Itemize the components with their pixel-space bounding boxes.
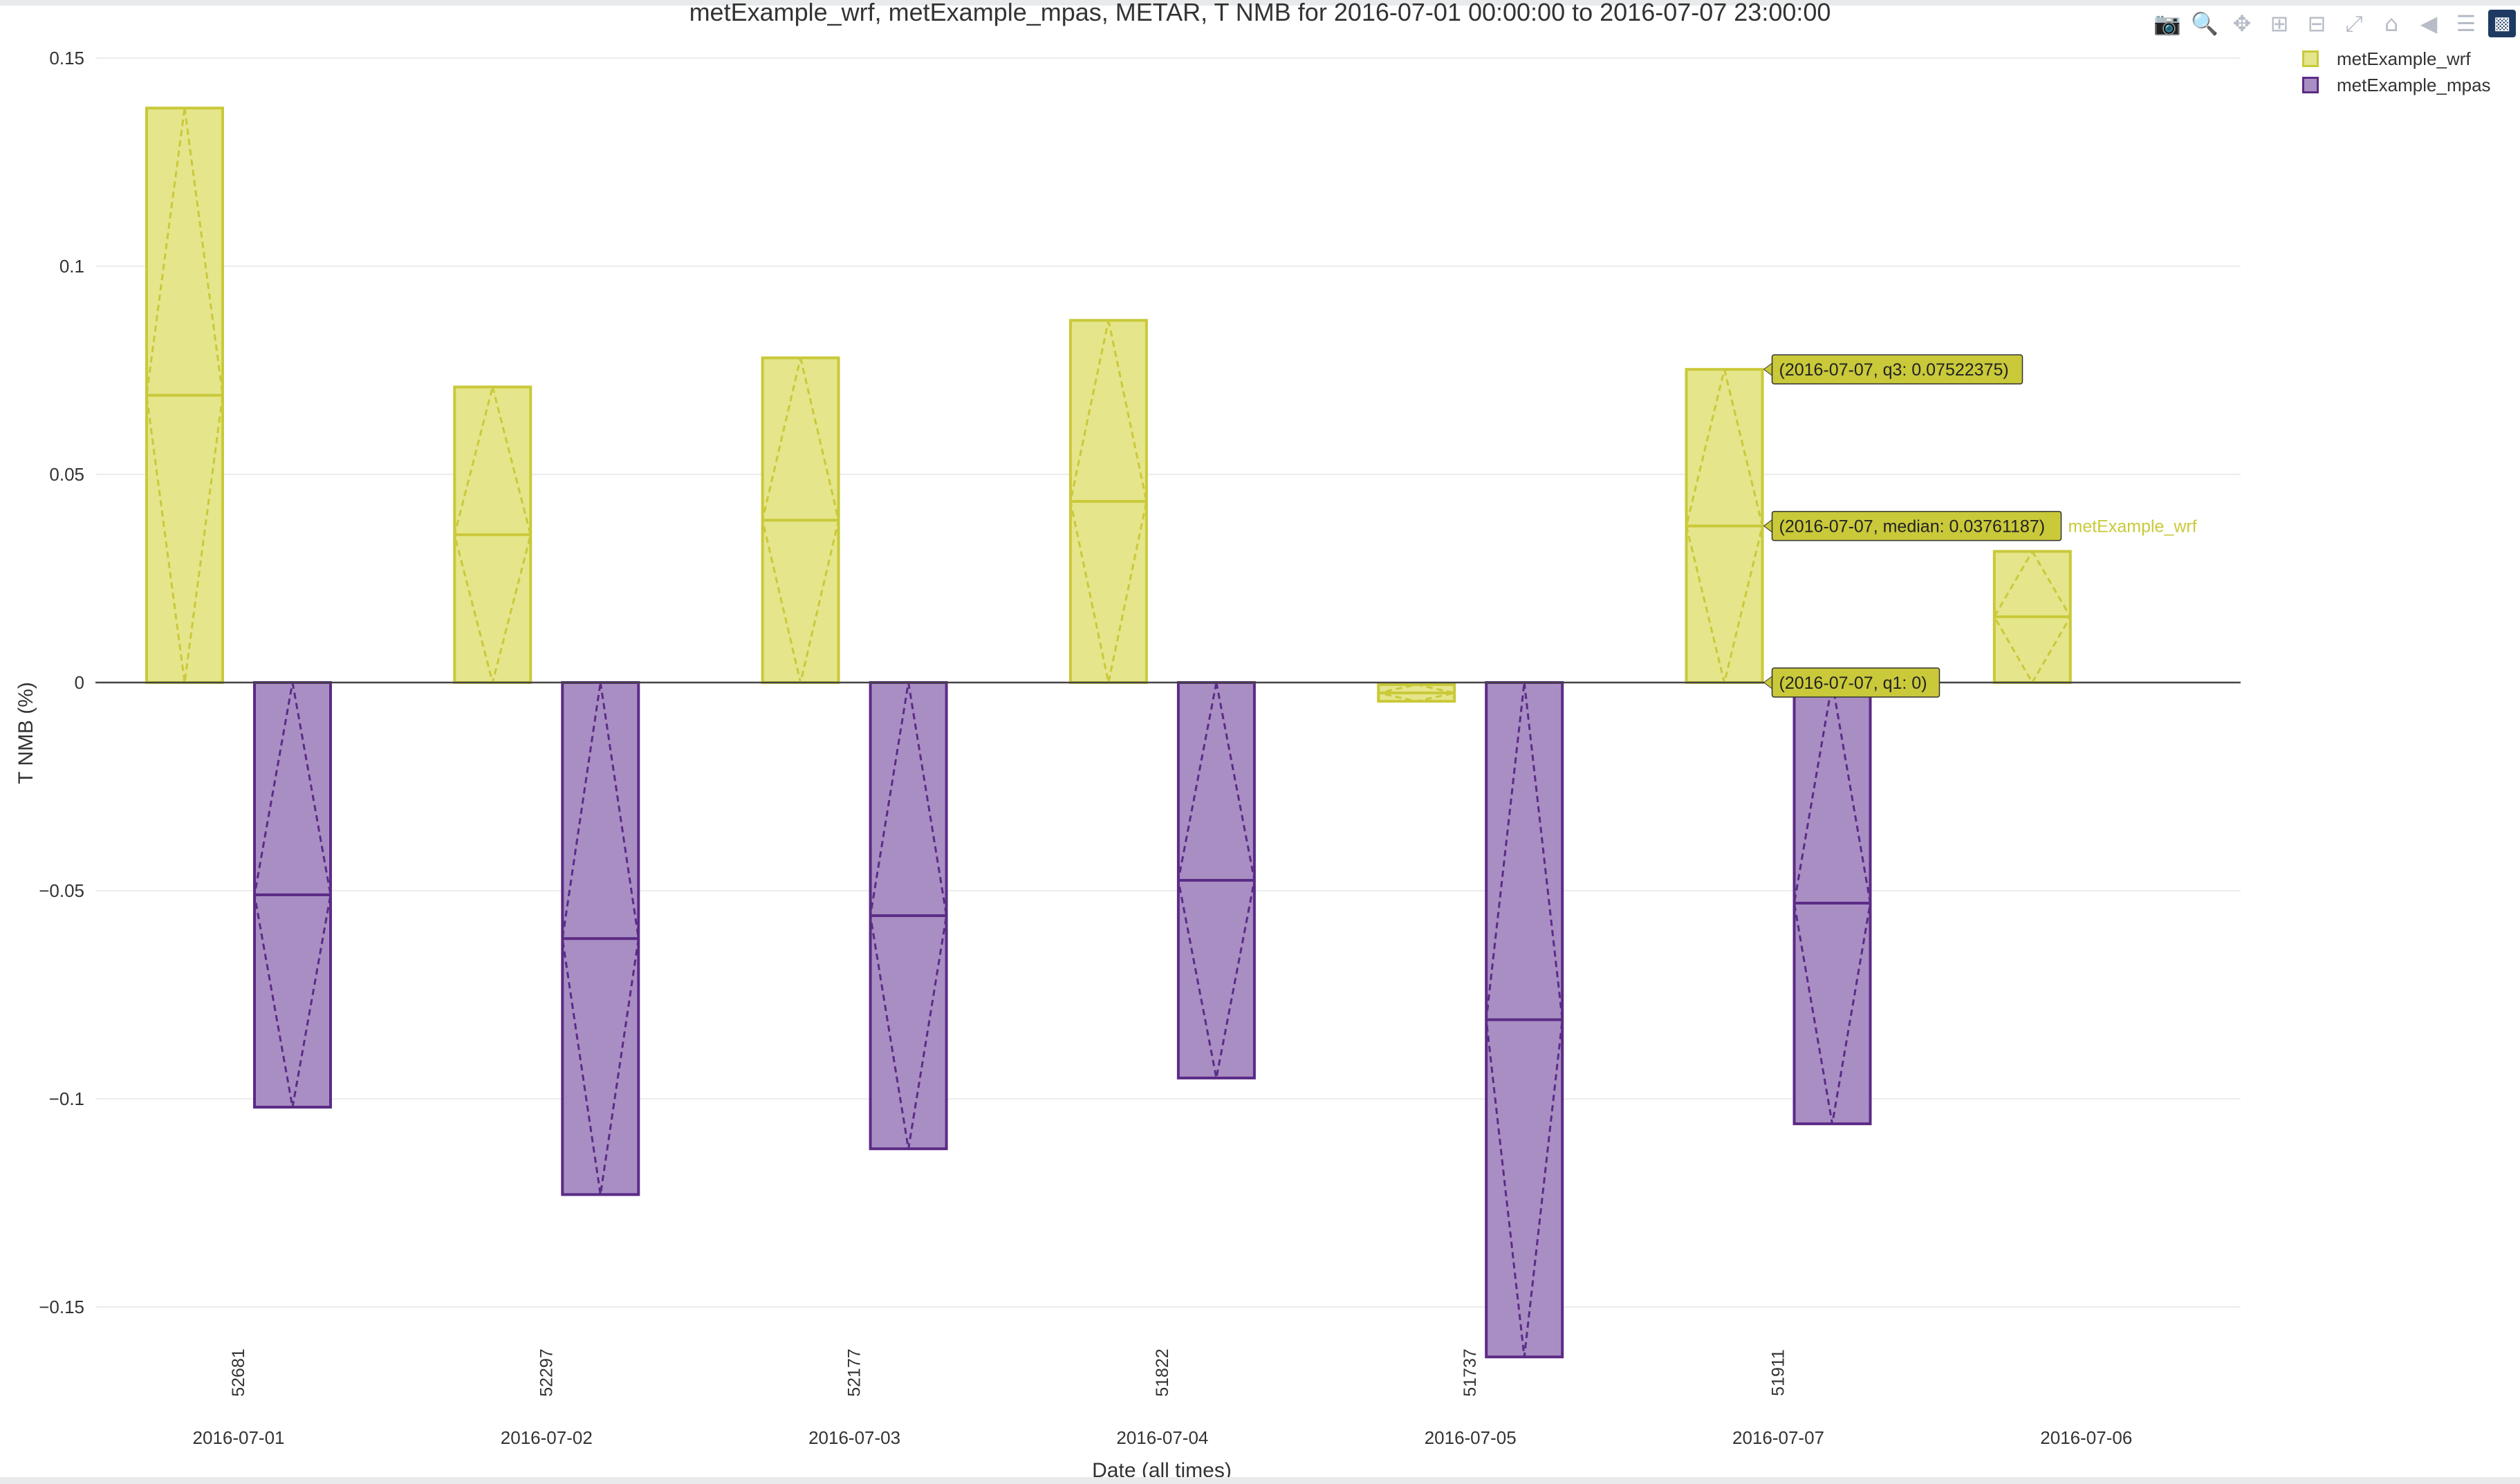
x-tick-label: 2016-07-05 bbox=[1425, 1427, 1517, 1448]
box-mpas[interactable] bbox=[1176, 681, 1256, 1079]
x-tick-label: 2016-07-03 bbox=[808, 1427, 900, 1448]
hover-label: (2016-07-07, q3: 0.07522375) bbox=[1763, 354, 2023, 384]
y-tick-label: 0 bbox=[75, 672, 84, 693]
y-tick-label: −0.15 bbox=[39, 1297, 84, 1317]
home-icon[interactable]: ⌂ bbox=[2384, 10, 2399, 37]
hover-box bbox=[1771, 354, 2023, 384]
hover-layer: (2016-07-07, q3: 0.07522375) (2016-07-07,… bbox=[1763, 354, 2197, 698]
sample-count-label: 51911 bbox=[1769, 1349, 1788, 1396]
legend-swatch-wrf bbox=[2302, 50, 2319, 67]
hover-text: (2016-07-07, median: 0.03761187) bbox=[1779, 517, 2046, 537]
legend-item-wrf[interactable]: metExample_wrf bbox=[2299, 46, 2491, 72]
box-mean-diamond-mpas bbox=[1792, 682, 1872, 1124]
box-mpas[interactable] bbox=[1792, 681, 1872, 1126]
hover-pointer bbox=[1763, 362, 1772, 377]
x-tick-label: 2016-07-02 bbox=[501, 1427, 593, 1448]
hover-trace-name: metExample_wrf bbox=[2068, 517, 2197, 537]
box-wrf[interactable] bbox=[453, 385, 532, 685]
box-mean-diamond-wrf bbox=[145, 108, 224, 683]
box-mean-diamond-wrf bbox=[1993, 549, 2072, 685]
box-mpas[interactable] bbox=[253, 681, 332, 1109]
sample-count-label: 52177 bbox=[845, 1348, 864, 1397]
box-wrf[interactable] bbox=[761, 356, 840, 684]
box-wrf[interactable] bbox=[1068, 319, 1148, 684]
box-layer bbox=[145, 106, 2072, 1359]
sample-count-label: 51737 bbox=[1461, 1348, 1480, 1397]
y-tick-label: 0.15 bbox=[49, 48, 84, 68]
box-mpas[interactable] bbox=[1485, 681, 1564, 1359]
box-wrf[interactable] bbox=[1377, 683, 1456, 703]
hover-box bbox=[1771, 667, 1940, 698]
legend: metExample_wrf metExample_mpas bbox=[2299, 46, 2491, 98]
x-tick-label: 2016-07-04 bbox=[1116, 1427, 1208, 1448]
box-wrf[interactable] bbox=[1992, 549, 2072, 685]
box-mean-diamond-wrf bbox=[1378, 683, 1455, 703]
hover-text: (2016-07-07, q3: 0.07522375) bbox=[1779, 360, 2009, 380]
hover-text: (2016-07-07, q1: 0) bbox=[1779, 674, 1927, 693]
x-tick-label: 2016-07-01 bbox=[193, 1427, 285, 1448]
window-top-bar bbox=[0, 0, 2520, 6]
box-mpas[interactable] bbox=[869, 681, 948, 1151]
y-axis-title: T NMB (%) bbox=[15, 682, 37, 784]
y-tick-label: 0.05 bbox=[49, 464, 84, 485]
window-bottom-bar bbox=[0, 1477, 2520, 1484]
hover-label: (2016-07-07, q1: 0) bbox=[1763, 667, 1940, 698]
legend-label-wrf: metExample_wrf bbox=[2337, 48, 2471, 69]
box-mpas[interactable] bbox=[561, 681, 640, 1196]
spike-lines-icon[interactable]: ◀ bbox=[2420, 10, 2438, 37]
box-mean-diamond-wrf bbox=[1069, 319, 1148, 683]
box-wrf[interactable] bbox=[1685, 368, 1764, 684]
zoom-icon[interactable]: 🔍 bbox=[2191, 10, 2218, 37]
y-tick-label: 0.1 bbox=[59, 256, 84, 277]
box-mean-diamond-mpas bbox=[869, 682, 948, 1149]
x-tick-label: 2016-07-06 bbox=[2040, 1427, 2132, 1448]
hover-pointer bbox=[1763, 676, 1772, 689]
zoom-out-icon[interactable]: ⊟ bbox=[2307, 10, 2326, 37]
axis-layer: 0.15 0.1 0.05 0 −0.05 −0.1 −0.15 52681 2016-07-0… bbox=[39, 48, 2241, 1448]
box-mean-diamond-mpas bbox=[561, 682, 640, 1195]
sample-count-label: 52297 bbox=[537, 1348, 556, 1397]
camera-icon[interactable]: 📷 bbox=[2153, 10, 2181, 37]
pan-icon[interactable]: ✥ bbox=[2232, 10, 2252, 37]
hover-pointer bbox=[1763, 519, 1772, 533]
box-mean-diamond-mpas bbox=[1485, 682, 1564, 1357]
compare-hover-icon[interactable]: ☰ bbox=[2456, 10, 2476, 37]
legend-swatch-mpas bbox=[2302, 77, 2319, 93]
hover-box bbox=[1771, 510, 2062, 541]
modebar: 📷 🔍 ✥ ⊞ ⊟ ⤢ ⌂ ◀ ☰ ▩ bbox=[2152, 8, 2516, 39]
legend-label-mpas: metExample_mpas bbox=[2337, 74, 2491, 95]
grid-layer bbox=[95, 57, 2241, 1308]
zoom-in-icon[interactable]: ⊞ bbox=[2270, 10, 2289, 37]
x-tick-label: 2016-07-07 bbox=[1732, 1427, 1824, 1448]
legend-item-mpas[interactable]: metExample_mpas bbox=[2299, 72, 2491, 98]
y-tick-label: −0.1 bbox=[49, 1088, 84, 1109]
hover-label: (2016-07-07, median: 0.03761187) metExamp… bbox=[1763, 510, 2197, 541]
autoscale-icon[interactable]: ⤢ bbox=[2345, 10, 2363, 37]
sample-count-label: 52681 bbox=[229, 1348, 248, 1397]
box-mean-diamond-mpas bbox=[253, 682, 332, 1108]
box-wrf[interactable] bbox=[145, 106, 224, 685]
sample-count-label: 51822 bbox=[1153, 1348, 1172, 1397]
y-tick-label: −0.05 bbox=[39, 880, 84, 901]
chart-title: metExample_wrf, metExample_mpas, METAR, … bbox=[689, 0, 1831, 26]
plotly-logo-icon[interactable]: ▩ bbox=[2488, 10, 2516, 37]
